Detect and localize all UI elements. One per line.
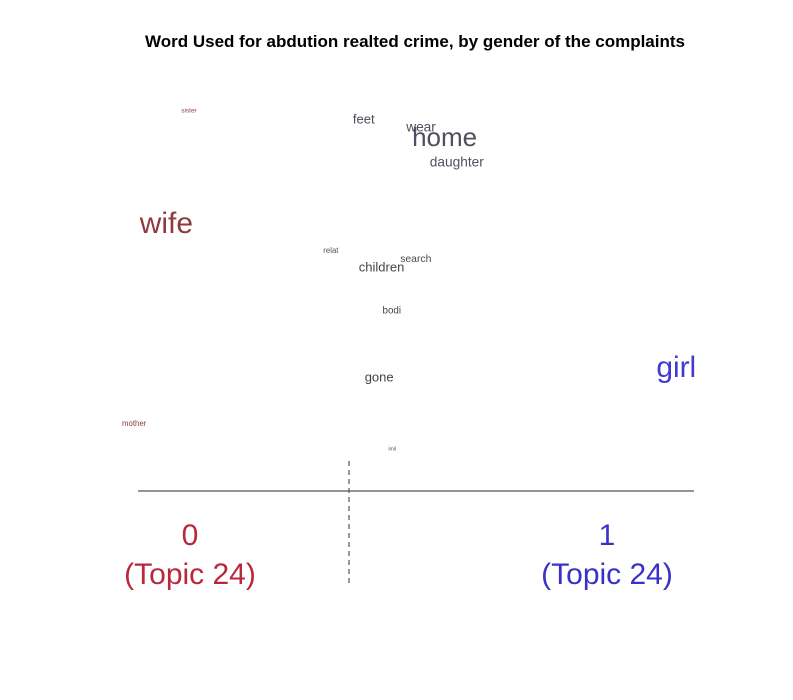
word-daughter: daughter <box>430 155 484 170</box>
chart-title: Word Used for abdution realted crime, by… <box>145 32 685 51</box>
word-relat: relat <box>323 246 339 255</box>
word-children: children <box>359 259 405 274</box>
word-girl: girl <box>656 351 696 384</box>
word-gone: gone <box>365 369 394 384</box>
group-value-0: 0 <box>182 519 199 552</box>
group-topic-0: (Topic 24) <box>124 558 256 591</box>
word-wife: wife <box>139 207 193 240</box>
group-value-1: 1 <box>599 519 616 552</box>
word-bodi: bodi <box>383 306 402 317</box>
word-imil: imil <box>388 446 396 452</box>
group-labels: 0 (Topic 24) 1 (Topic 24) <box>124 519 673 591</box>
word-search: search <box>400 254 431 265</box>
word-wear: wear <box>405 120 436 135</box>
word-feet: feet <box>353 111 375 126</box>
word-sister: sister <box>181 108 197 115</box>
word-mother: mother <box>122 419 147 428</box>
word-home: home <box>412 122 477 152</box>
group-topic-1: (Topic 24) <box>541 558 673 591</box>
